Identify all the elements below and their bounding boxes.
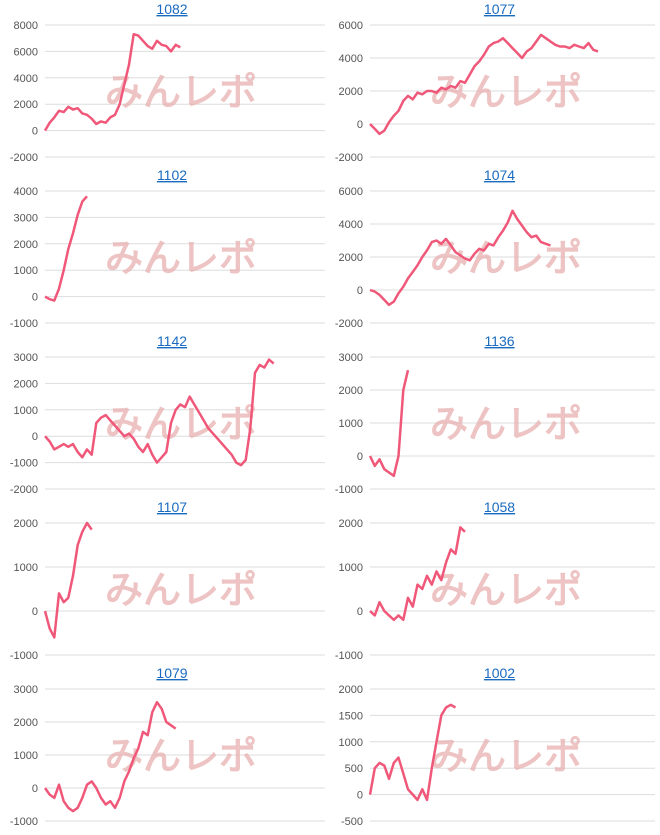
watermark: みんレポ <box>430 404 582 446</box>
series-line <box>368 703 457 802</box>
series-line <box>369 209 551 307</box>
series-line <box>368 369 410 478</box>
series-line <box>44 195 88 302</box>
y-tick-label: 500 <box>345 763 363 775</box>
chart-title[interactable]: 1107 <box>157 499 187 515</box>
y-tick-label: 0 <box>357 285 363 297</box>
chart-title[interactable]: 1074 <box>484 167 515 183</box>
y-tick-label: 0 <box>357 119 363 131</box>
y-tick-label: 2000 <box>339 684 363 696</box>
y-tick-label: 2000 <box>14 717 38 729</box>
chart-title[interactable]: 1142 <box>157 333 187 349</box>
series-line <box>44 358 275 467</box>
y-tick-label: 4000 <box>339 53 363 65</box>
y-tick-label: 2000 <box>14 378 38 390</box>
y-tick-label: 0 <box>32 431 38 443</box>
y-tick-label: 3000 <box>14 684 38 696</box>
series-line <box>369 526 466 622</box>
y-tick-label: -1000 <box>10 816 38 828</box>
watermark: みんレポ <box>105 570 257 612</box>
y-tick-label: 2000 <box>14 99 38 111</box>
y-tick-label: -500 <box>341 816 363 828</box>
y-tick-label: 6000 <box>14 46 38 58</box>
y-tick-label: 0 <box>357 790 363 802</box>
watermark: みんレポ <box>430 238 582 280</box>
y-tick-label: -1000 <box>10 650 38 662</box>
chart-title[interactable]: 1002 <box>484 665 515 681</box>
y-tick-label: 8000 <box>14 20 38 32</box>
y-tick-label: 4000 <box>14 186 38 198</box>
series-line <box>43 32 181 132</box>
y-tick-label: 2000 <box>339 86 363 98</box>
y-tick-label: 3000 <box>14 352 38 364</box>
y-tick-label: -2000 <box>335 318 363 330</box>
y-tick-label: 2000 <box>339 385 363 397</box>
y-tick-label: 6000 <box>339 186 363 198</box>
y-tick-label: 4000 <box>339 219 363 231</box>
y-tick-label: 0 <box>357 451 363 463</box>
y-tick-label: 1500 <box>339 710 363 722</box>
chart-title[interactable]: 1102 <box>157 167 187 183</box>
watermark: みんレポ <box>430 736 582 778</box>
chart-title[interactable]: 1136 <box>484 333 514 349</box>
y-tick-label: 0 <box>32 783 38 795</box>
y-tick-label: 0 <box>357 606 363 618</box>
y-tick-label: -1000 <box>335 484 363 496</box>
y-tick-label: 4000 <box>14 73 38 85</box>
y-tick-label: -2000 <box>10 484 38 496</box>
y-tick-label: 3000 <box>14 212 38 224</box>
watermark: みんレポ <box>430 72 582 114</box>
y-tick-label: 2000 <box>14 239 38 251</box>
y-tick-label: 1000 <box>14 562 38 574</box>
y-tick-label: -1000 <box>10 458 38 470</box>
y-tick-label: 1000 <box>339 562 363 574</box>
y-tick-label: 0 <box>32 606 38 618</box>
chart-title[interactable]: 1079 <box>156 665 187 681</box>
series-line <box>43 521 93 639</box>
watermark: みんレポ <box>105 404 257 446</box>
y-tick-label: 1000 <box>14 405 38 417</box>
y-tick-label: 3000 <box>339 352 363 364</box>
y-tick-label: -2000 <box>10 152 38 164</box>
y-tick-label: 6000 <box>339 20 363 32</box>
y-tick-label: -1000 <box>335 650 363 662</box>
y-tick-label: 1000 <box>339 737 363 749</box>
series-line <box>43 700 177 813</box>
chart-title[interactable]: 1058 <box>484 499 515 515</box>
y-tick-label: 1000 <box>339 418 363 430</box>
series-line <box>369 33 599 136</box>
y-tick-label: -1000 <box>10 318 38 330</box>
y-tick-label: 2000 <box>339 252 363 264</box>
y-tick-label: 0 <box>32 292 38 304</box>
y-tick-label: 1000 <box>14 750 38 762</box>
watermark: みんレポ <box>105 72 257 114</box>
y-tick-label: -2000 <box>335 152 363 164</box>
watermark: みんレポ <box>105 238 257 280</box>
y-tick-label: 2000 <box>14 518 38 530</box>
watermark: みんレポ <box>430 570 582 612</box>
chart-title[interactable]: 1082 <box>156 1 187 17</box>
y-tick-label: 1000 <box>14 265 38 277</box>
y-tick-label: 2000 <box>339 518 363 530</box>
chart-title[interactable]: 1077 <box>484 1 515 17</box>
y-tick-label: 0 <box>32 126 38 138</box>
